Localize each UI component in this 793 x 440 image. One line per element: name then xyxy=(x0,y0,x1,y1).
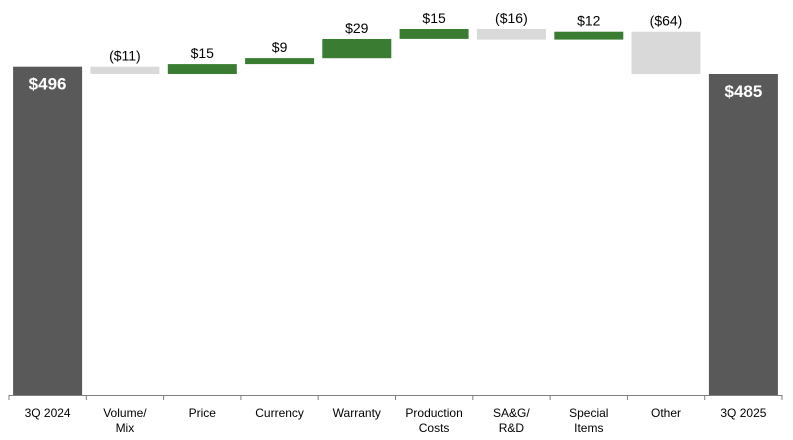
delta-value-label: ($16) xyxy=(495,10,528,26)
x-axis-tick-label: 3Q 2025 xyxy=(720,406,766,420)
delta-value-label: $15 xyxy=(422,10,446,26)
total-value-label: $485 xyxy=(724,82,762,101)
delta-value-label: $9 xyxy=(272,39,288,55)
x-axis-tick-label: Other xyxy=(651,406,681,420)
bar-increase xyxy=(245,58,315,65)
delta-value-label: ($64) xyxy=(650,13,683,29)
bar-increase xyxy=(322,39,392,59)
bars-group xyxy=(13,29,778,395)
x-axis-tick-label: Production Costs xyxy=(405,406,462,435)
x-axis-tick-label: Currency xyxy=(255,406,304,420)
bar-increase xyxy=(399,29,469,39)
delta-value-label: $29 xyxy=(345,20,369,36)
x-axis-tick-label: 3Q 2024 xyxy=(25,406,71,420)
x-axis-ticks-group xyxy=(8,395,783,400)
data-labels-group: $496 ($11) $15 $9 $29 $15 ($16) $12 ($64) $485 xyxy=(29,10,763,101)
bar-decrease xyxy=(90,66,160,74)
x-axis-tick-label: Volume/Mix xyxy=(103,406,147,435)
bar-decrease xyxy=(631,31,701,75)
bar-total xyxy=(708,74,778,395)
bar-increase xyxy=(167,64,237,74)
x-axis-tick-label: Special Items xyxy=(569,406,608,435)
total-value-label: $496 xyxy=(29,75,67,94)
bar-total xyxy=(13,66,83,395)
delta-value-label: $15 xyxy=(191,45,215,61)
x-axis-tick-label: SA&G/R&D xyxy=(493,406,530,435)
delta-value-label: $12 xyxy=(577,13,601,29)
x-axis-labels-group: 3Q 2024 Volume/Mix Price Currency Warranty Pr… xyxy=(25,406,767,435)
bar-increase xyxy=(554,31,624,40)
x-axis-tick-label: Warranty xyxy=(333,406,381,420)
bar-decrease xyxy=(476,29,546,40)
x-axis-tick-label: Price xyxy=(189,406,217,420)
delta-value-label: ($11) xyxy=(109,48,141,64)
